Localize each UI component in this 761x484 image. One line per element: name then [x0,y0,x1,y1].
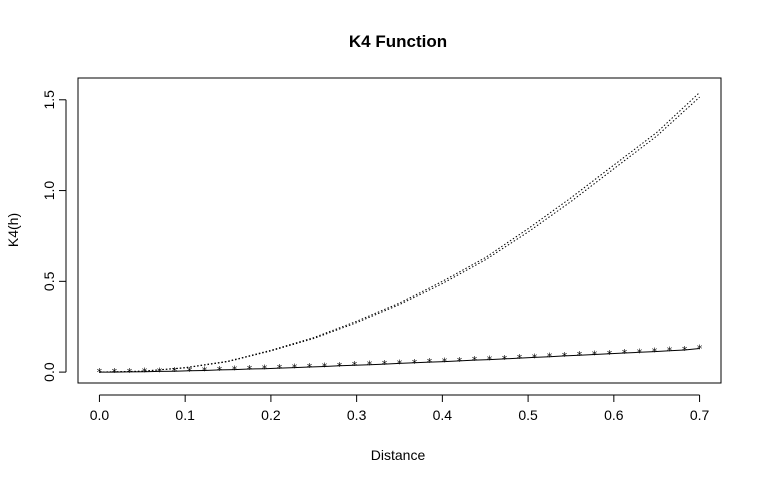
star-marker: * [562,350,568,363]
star-marker: * [532,351,538,364]
star-marker: * [412,357,418,370]
x-tick-label: 0.5 [518,407,538,423]
series-layer: * * * * * * * * * * * * * * * * * * * * * * * * * * * * * * * * * * * * * * * *… [97,92,703,379]
star-marker: * [577,349,583,362]
star-marker: * [157,365,163,378]
star-marker: * [427,356,433,369]
star-marker: * [337,360,343,373]
star-marker: * [292,362,298,375]
star-marker: * [502,353,508,366]
star-marker: * [97,366,103,379]
star-marker: * [457,355,463,368]
x-tick-label: 0.3 [347,407,367,423]
x-tick-label: 0.6 [604,407,624,423]
star-marker: * [652,346,658,359]
star-marker: * [637,346,643,359]
star-marker: * [697,343,703,356]
y-tick-label: 1.5 [41,90,57,110]
star-marker: * [322,360,328,373]
star-marker: * [472,354,478,367]
star-marker: * [142,366,148,379]
star-marker: * [397,357,403,370]
x-tick-label: 0.1 [175,407,195,423]
star-marker: * [217,364,223,377]
y-axis-label: K4(h) [5,213,21,247]
x-axis-label: Distance [371,447,426,463]
series-line-3 [99,348,700,373]
chart-title: K4 Function [349,32,447,51]
x-tick-label: 0.2 [261,407,281,423]
star-marker: * [487,354,493,367]
star-marker: * [247,363,253,376]
star-marker: * [277,362,283,375]
star-marker: * [172,365,178,378]
series-line-1 [99,92,700,373]
star-marker: * [262,363,268,376]
x-tick-label: 0.7 [690,407,710,423]
star-marker: * [682,344,688,357]
x-axis: 0.0 0.1 0.2 0.3 0.4 0.5 0.6 0.7 [90,394,710,423]
star-marker: * [367,359,373,372]
star-marker: * [202,364,208,377]
star-marker: * [547,351,553,364]
star-marker: * [442,356,448,369]
star-marker: * [187,365,193,378]
star-marker: * [382,358,388,371]
y-tick-label: 1.0 [41,181,57,201]
plot-area-frame [77,77,722,384]
star-marker: * [607,348,613,361]
star-marker: * [667,345,673,358]
series-line-2 [99,96,700,373]
y-tick-label: 0.0 [41,362,57,382]
star-marker: * [517,352,523,365]
y-axis: 0.0 0.5 1.0 1.5 [41,90,67,382]
x-tick-label: 0.4 [433,407,453,423]
star-marker: * [127,366,133,379]
star-marker: * [352,359,358,372]
x-tick-label: 0.0 [90,407,110,423]
star-marker: * [622,347,628,360]
star-marker: * [592,348,598,361]
star-marker: * [232,364,238,377]
y-tick-label: 0.5 [41,271,57,291]
star-marker: * [112,366,118,379]
star-marker: * [307,361,313,374]
